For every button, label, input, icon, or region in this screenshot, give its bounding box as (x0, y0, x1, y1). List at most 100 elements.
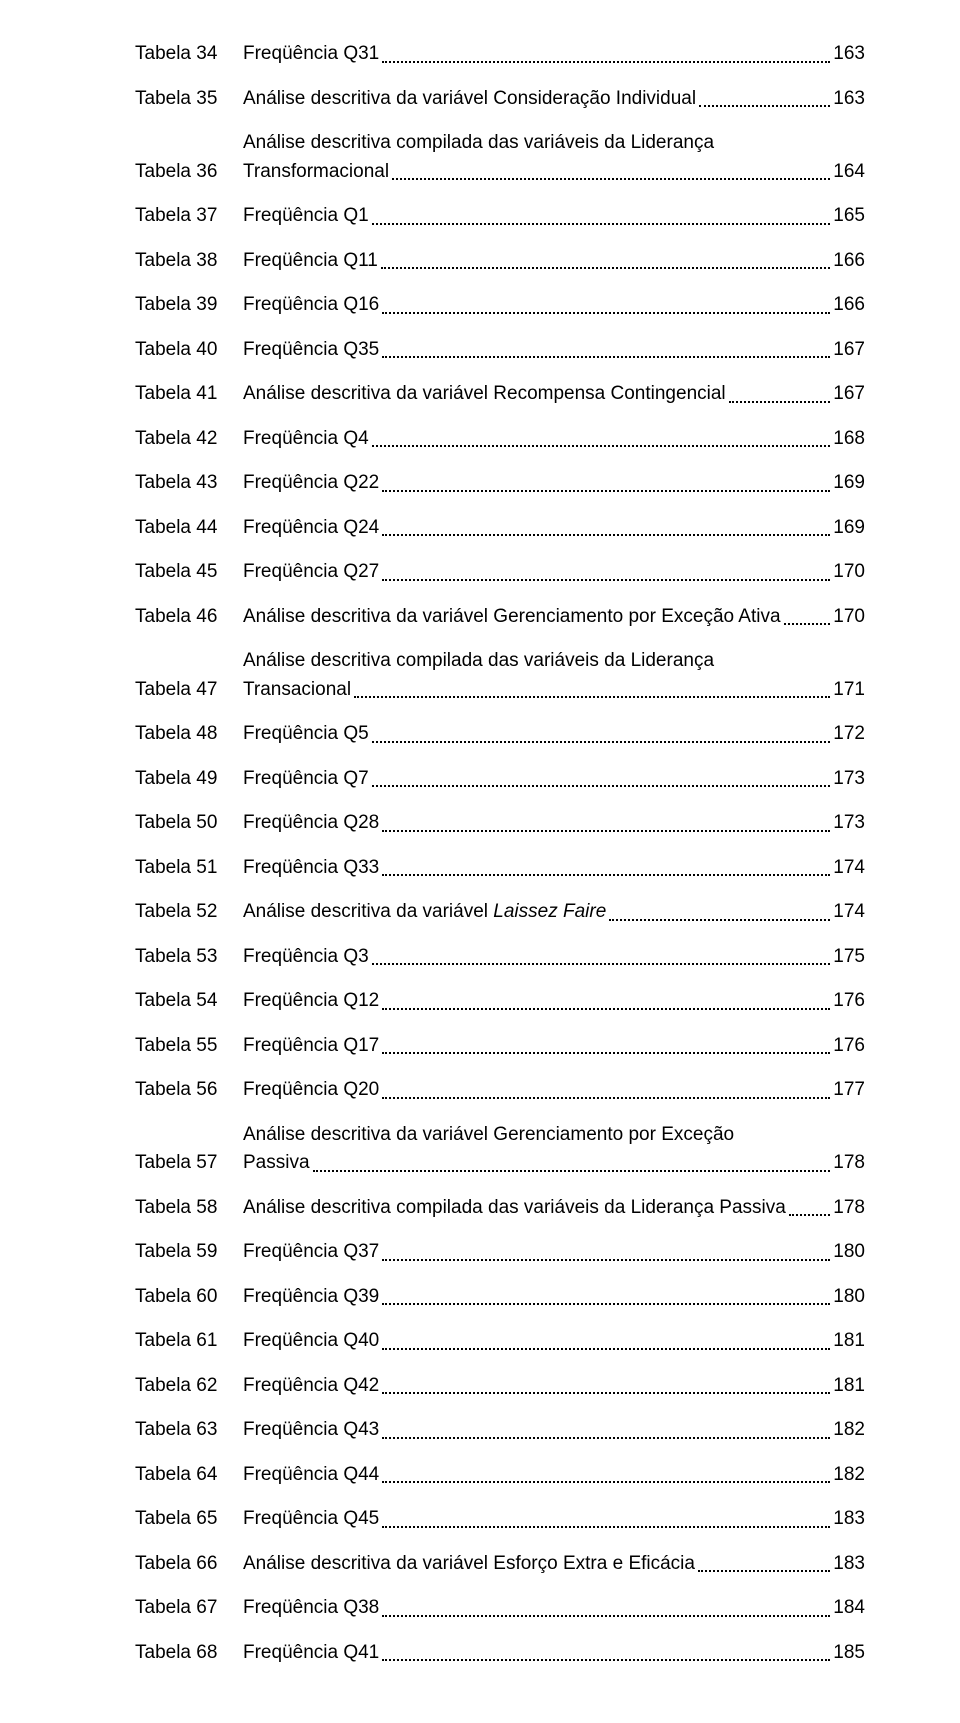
toc-page: 181 (833, 1372, 865, 1401)
toc-row: Tabela 62Freqüência Q42181 (135, 1372, 865, 1401)
toc-label: Tabela 58 (135, 1194, 243, 1223)
toc-row: Tabela 60Freqüência Q39180 (135, 1283, 865, 1312)
toc-page: 183 (833, 1550, 865, 1579)
toc-leader (789, 1214, 830, 1216)
toc-desc-wrap: Freqüência Q35 (243, 336, 833, 365)
toc-desc-wrap: Freqüência Q5 (243, 720, 833, 749)
toc-leader (382, 1437, 830, 1439)
toc-desc-wrap: Freqüência Q43 (243, 1416, 833, 1445)
toc-row: Tabela 46Análise descritiva da variável … (135, 603, 865, 632)
toc-desc-wrap: Freqüência Q41 (243, 1639, 833, 1668)
toc-desc-line: Freqüência Q43 (243, 1416, 833, 1445)
toc-page: 163 (833, 85, 865, 114)
toc-leader (382, 1008, 830, 1010)
toc-desc-line: Freqüência Q12 (243, 987, 833, 1016)
toc-desc-wrap: Freqüência Q38 (243, 1594, 833, 1623)
toc-label: Tabela 51 (135, 854, 243, 883)
toc-page: 170 (833, 558, 865, 587)
toc-leader (382, 1348, 830, 1350)
toc-desc-line: Freqüência Q11 (243, 247, 833, 276)
toc-label: Tabela 67 (135, 1594, 243, 1623)
toc-leader (382, 1526, 830, 1528)
toc-desc-wrap: Freqüência Q4 (243, 425, 833, 454)
toc-page: 181 (833, 1327, 865, 1356)
toc-desc-text: Passiva (243, 1149, 310, 1178)
toc-desc-text: Freqüência Q1 (243, 202, 369, 231)
toc-leader (784, 623, 831, 625)
toc-desc-line: Freqüência Q1 (243, 202, 833, 231)
toc-desc-wrap: Análise descritiva da variável Recompens… (243, 380, 833, 409)
toc-desc-text: Transformacional (243, 158, 389, 187)
toc-desc-wrap: Freqüência Q3 (243, 943, 833, 972)
toc-leader (372, 223, 831, 225)
toc-row: Tabela 50Freqüência Q28173 (135, 809, 865, 838)
toc-page: 176 (833, 987, 865, 1016)
toc-label: Tabela 36 (135, 158, 243, 187)
toc-desc-wrap: Freqüência Q33 (243, 854, 833, 883)
toc-label: Tabela 54 (135, 987, 243, 1016)
toc-leader (372, 445, 831, 447)
toc-leader (354, 696, 830, 698)
toc-leader (382, 1481, 830, 1483)
toc-desc-text: Freqüência Q20 (243, 1076, 379, 1105)
toc-page: 166 (833, 247, 865, 276)
toc-row: Tabela 68Freqüência Q41185 (135, 1639, 865, 1668)
toc-leader (313, 1170, 831, 1172)
toc-page: 172 (833, 720, 865, 749)
toc-desc-line: Freqüência Q7 (243, 765, 833, 794)
toc-desc-wrap: Análise descritiva da variável Esforço E… (243, 1550, 833, 1579)
toc-desc-upper: Análise descritiva compilada das variáve… (243, 647, 833, 676)
toc-desc-text: Freqüência Q27 (243, 558, 379, 587)
toc-leader (381, 267, 830, 269)
toc-row: Tabela 44Freqüência Q24169 (135, 514, 865, 543)
toc-desc-line: Análise descritiva da variável Considera… (243, 85, 833, 114)
toc-page: 174 (833, 898, 865, 927)
toc-page: 166 (833, 291, 865, 320)
toc-desc-line: Freqüência Q33 (243, 854, 833, 883)
toc-desc-text: Freqüência Q31 (243, 40, 379, 69)
toc-desc-text: Freqüência Q40 (243, 1327, 379, 1356)
toc-page: 180 (833, 1238, 865, 1267)
toc-row: Tabela 43Freqüência Q22169 (135, 469, 865, 498)
toc-desc-wrap: Análise descritiva da variável Laissez F… (243, 898, 833, 927)
toc-label: Tabela 55 (135, 1032, 243, 1061)
toc-row: Tabela 59Freqüência Q37180 (135, 1238, 865, 1267)
toc-desc-wrap: Análise descritiva compilada das variáve… (243, 1194, 833, 1223)
toc-desc-wrap: Freqüência Q12 (243, 987, 833, 1016)
toc-desc-wrap: Análise descritiva compilada das variáve… (243, 647, 833, 704)
toc-desc-line: Freqüência Q20 (243, 1076, 833, 1105)
toc-page: 164 (833, 158, 865, 187)
toc-label: Tabela 63 (135, 1416, 243, 1445)
toc-desc-text: Freqüência Q17 (243, 1032, 379, 1061)
toc-row: Tabela 55Freqüência Q17176 (135, 1032, 865, 1061)
toc-desc-line: Transacional (243, 676, 833, 705)
toc-page: 182 (833, 1461, 865, 1490)
toc-desc-text: Freqüência Q37 (243, 1238, 379, 1267)
toc-desc-wrap: Freqüência Q1 (243, 202, 833, 231)
toc-page: 174 (833, 854, 865, 883)
toc-leader (699, 105, 830, 107)
toc-desc-line: Freqüência Q45 (243, 1505, 833, 1534)
toc-leader (392, 178, 830, 180)
toc-row: Tabela 63Freqüência Q43182 (135, 1416, 865, 1445)
toc-leader (372, 741, 831, 743)
toc-desc-text: Freqüência Q35 (243, 336, 379, 365)
toc-desc-wrap: Freqüência Q28 (243, 809, 833, 838)
toc-desc-text: Freqüência Q38 (243, 1594, 379, 1623)
toc-desc-line: Freqüência Q22 (243, 469, 833, 498)
toc-desc-text: Análise descritiva da variável Esforço E… (243, 1550, 695, 1579)
toc-desc-text: Transacional (243, 676, 351, 705)
toc-desc-line: Freqüência Q27 (243, 558, 833, 587)
toc-leader (372, 963, 831, 965)
toc-row: Tabela 48Freqüência Q5172 (135, 720, 865, 749)
toc-row: Tabela 42Freqüência Q4168 (135, 425, 865, 454)
toc-label: Tabela 35 (135, 85, 243, 114)
toc-desc-line: Freqüência Q39 (243, 1283, 833, 1312)
toc-desc-wrap: Freqüência Q24 (243, 514, 833, 543)
toc-page: 177 (833, 1076, 865, 1105)
toc-desc-line: Freqüência Q5 (243, 720, 833, 749)
toc-row: Tabela 41Análise descritiva da variável … (135, 380, 865, 409)
toc-label: Tabela 43 (135, 469, 243, 498)
toc-desc-line: Análise descritiva da variável Laissez F… (243, 898, 833, 927)
toc-desc-text: Análise descritiva compilada das variáve… (243, 1194, 786, 1223)
